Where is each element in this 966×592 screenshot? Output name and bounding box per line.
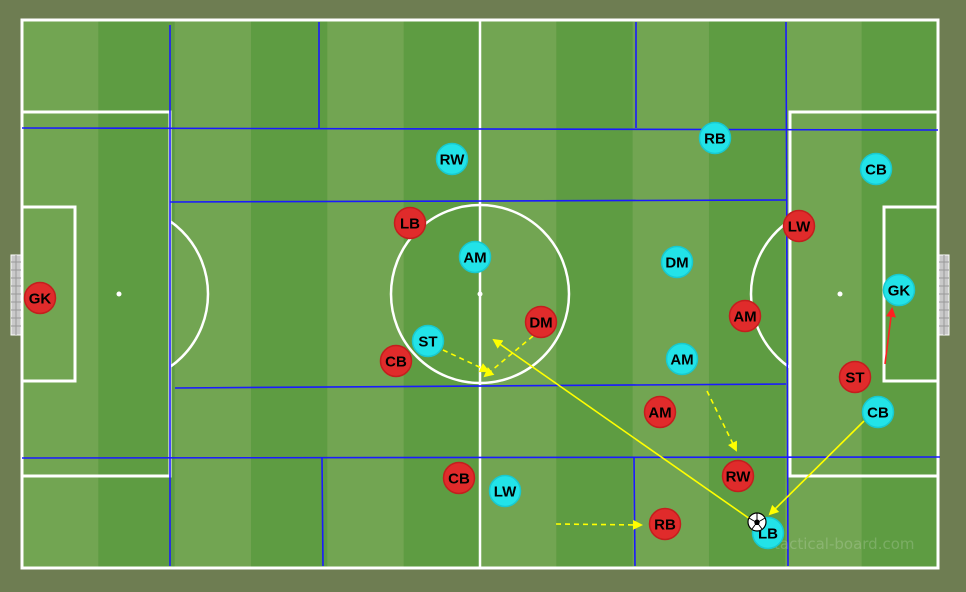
left-penalty-arc <box>170 219 210 369</box>
player-label: LW <box>494 484 517 501</box>
player-label: CB <box>448 471 470 488</box>
player-token <box>859 152 893 186</box>
left-penalty-spot <box>116 291 122 297</box>
pitch-stripe <box>785 20 863 568</box>
right-penalty-spot <box>837 291 843 297</box>
player-label: RW <box>726 469 752 486</box>
player-token <box>882 273 916 307</box>
player-label: GK <box>888 283 911 300</box>
player-label: LB <box>400 216 420 233</box>
run-arrow[interactable] <box>483 335 534 378</box>
player-token <box>648 507 682 541</box>
player-red-rb[interactable]: RB <box>648 507 682 541</box>
pitch-stripe <box>98 20 176 568</box>
pass-arrow[interactable] <box>492 338 751 520</box>
player-label: AM <box>733 309 756 326</box>
player-label: DM <box>665 255 688 272</box>
pitch-stripe <box>327 20 405 568</box>
player-token <box>379 344 413 378</box>
pitch-stripe <box>632 20 710 568</box>
player-label: RB <box>704 131 726 148</box>
player-token <box>458 240 492 274</box>
center-spot <box>477 291 483 297</box>
player-label: RB <box>654 517 676 534</box>
player-red-rw[interactable]: RW <box>721 459 755 493</box>
center-circle <box>389 203 571 385</box>
player-cyan-cb[interactable]: CB <box>859 152 893 186</box>
player-cyan-rb[interactable]: RB <box>698 121 732 155</box>
pass-arrow[interactable] <box>768 420 865 516</box>
player-token <box>393 206 427 240</box>
player-label: RW <box>440 152 466 169</box>
player-red-st[interactable]: ST <box>838 360 872 394</box>
player-cyan-gk[interactable]: GK <box>882 273 916 307</box>
player-red-dm[interactable]: DM <box>524 305 558 339</box>
player-label: DM <box>529 315 552 332</box>
player-label: CB <box>867 405 889 422</box>
player-token <box>442 461 476 495</box>
player-token <box>782 209 816 243</box>
zone-lines <box>21 21 941 567</box>
player-label: GK <box>29 291 52 308</box>
player-token <box>23 281 57 315</box>
player-label: AM <box>670 352 693 369</box>
player-cyan-st[interactable]: ST <box>411 324 445 358</box>
player-token <box>524 305 558 339</box>
right-goal <box>938 254 950 336</box>
player-label: LB <box>758 526 778 543</box>
player-cyan-dm[interactable]: DM <box>660 245 694 279</box>
player-label: AM <box>648 405 671 422</box>
player-token <box>643 395 677 429</box>
player-label: LW <box>788 219 811 236</box>
player-red-am[interactable]: AM <box>643 395 677 429</box>
pitch-stripe <box>250 20 328 568</box>
player-token <box>660 245 694 279</box>
player-token <box>488 474 522 508</box>
left-goal <box>10 254 22 336</box>
player-red-lb[interactable]: LB <box>393 206 427 240</box>
left-goal-box <box>20 205 77 383</box>
pass-arrow[interactable] <box>884 307 896 365</box>
pitch-stripe <box>479 20 557 568</box>
player-label: ST <box>418 334 437 351</box>
players: GK LB CB DM CB AM RB RW AM LW ST RW AM ST LW RB DM AM LB CB… <box>23 121 916 550</box>
player-token <box>698 121 732 155</box>
player-token <box>721 459 755 493</box>
player-token <box>728 299 762 333</box>
player-red-lw[interactable]: LW <box>782 209 816 243</box>
player-red-am[interactable]: AM <box>728 299 762 333</box>
player-label: CB <box>385 354 407 371</box>
player-cyan-am[interactable]: AM <box>665 342 699 376</box>
player-cyan-lw[interactable]: LW <box>488 474 522 508</box>
player-red-cb[interactable]: CB <box>442 461 476 495</box>
player-cyan-cb[interactable]: CB <box>861 395 895 429</box>
player-token <box>411 324 445 358</box>
player-label: CB <box>865 162 887 179</box>
watermark: tactical-board.com <box>774 535 915 553</box>
arrows <box>442 307 896 530</box>
player-label: AM <box>463 250 486 267</box>
run-arrow[interactable] <box>706 390 737 452</box>
player-token <box>861 395 895 429</box>
player-red-cb[interactable]: CB <box>379 344 413 378</box>
pitch-stripe <box>174 20 252 568</box>
player-token <box>665 342 699 376</box>
player-token <box>838 360 872 394</box>
player-cyan-am[interactable]: AM <box>458 240 492 274</box>
player-label: ST <box>845 370 864 387</box>
right-penalty-arc <box>749 218 790 370</box>
player-token <box>435 142 469 176</box>
player-red-gk[interactable]: GK <box>23 281 57 315</box>
player-cyan-rw[interactable]: RW <box>435 142 469 176</box>
soccer-ball-icon[interactable] <box>747 512 767 532</box>
